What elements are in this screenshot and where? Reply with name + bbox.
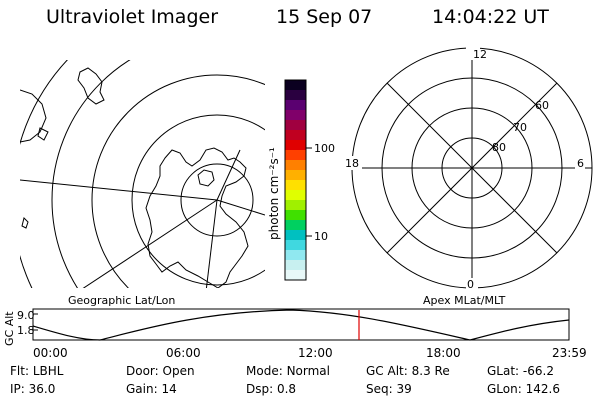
- colorbar-segment: [285, 170, 306, 181]
- coastline: [20, 89, 47, 143]
- mlat-label-70: 70: [513, 121, 527, 134]
- right-panel-caption: Apex MLat/MLT: [423, 294, 506, 307]
- colorbar-segment: [285, 130, 306, 141]
- mlt-label-0: 0: [467, 278, 474, 291]
- mlt-label-18: 18: [345, 157, 359, 170]
- colorbar-unit-label: photon cm⁻²s⁻¹: [267, 147, 281, 240]
- meridian-line: [82, 199, 218, 288]
- time-label: 14:04:22 UT: [432, 6, 549, 28]
- mlat-label-80: 80: [492, 141, 506, 154]
- colorbar-segment: [285, 120, 306, 131]
- info-glat: GLat: -66.2: [487, 364, 554, 378]
- meridian-line: [216, 149, 241, 201]
- colorbar-tick-10: 10: [314, 230, 328, 243]
- colorbar-segment: [285, 110, 306, 121]
- mlat-label-60: 60: [535, 99, 549, 112]
- mlat-mlt-polar-plot: [351, 47, 593, 289]
- colorbar-segment: [285, 240, 306, 251]
- lat-circle: [51, 60, 131, 288]
- colorbar-segment: [285, 140, 306, 151]
- meridian-line: [216, 199, 265, 216]
- colorbar-segment: [285, 160, 306, 171]
- x-tick-label: 23:59: [552, 346, 587, 360]
- info-gain: Gain: 14: [126, 382, 177, 396]
- colorbar-segment: [285, 100, 306, 111]
- coastline: [197, 169, 215, 187]
- instrument-title: Ultraviolet Imager: [46, 6, 219, 28]
- lat-circle: [91, 74, 265, 288]
- info-flt: Flt: LBHL: [10, 364, 64, 378]
- date-label: 15 Sep 07: [276, 6, 373, 28]
- coastline: [37, 127, 49, 141]
- info-dsp: Dsp: 0.8: [246, 382, 297, 396]
- lat-circle: [131, 114, 265, 286]
- colorbar-segment: [285, 80, 306, 91]
- colorbar-segment: [285, 180, 306, 191]
- colorbar-frame: [284, 79, 307, 281]
- colorbar-segment: [285, 250, 306, 261]
- colorbar-segment: [285, 210, 306, 221]
- coastline: [21, 217, 29, 229]
- altitude-curve: [32, 309, 570, 341]
- info-mode: Mode: Normal: [246, 364, 330, 378]
- info-door: Door: Open: [126, 364, 195, 378]
- colorbar: [285, 80, 306, 281]
- colorbar-segment: [285, 270, 306, 281]
- colorbar-segment: [285, 230, 306, 241]
- colorbar-segment: [285, 220, 306, 231]
- coastline: [145, 147, 249, 288]
- left-panel-caption: Geographic Lat/Lon: [68, 294, 175, 307]
- colorbar-segment: [285, 90, 306, 101]
- colorbar-segment: [285, 200, 306, 211]
- info-gc-alt: GC Alt: 8.3 Re: [366, 364, 450, 378]
- info-ip: IP: 36.0: [10, 382, 56, 396]
- altitude-strip-frame: [32, 308, 570, 341]
- x-tick-label: 00:00: [33, 346, 68, 360]
- colorbar-segment: [285, 150, 306, 161]
- x-tick-label: 12:00: [298, 346, 333, 360]
- colorbar-segment: [285, 190, 306, 201]
- colorbar-tick-100: 100: [314, 142, 335, 155]
- mlt-label-12: 12: [473, 48, 487, 61]
- meridian-line: [205, 199, 218, 288]
- lat-circle: [180, 163, 254, 237]
- y-tick-label: 1.8: [17, 324, 35, 337]
- geographic-map: [20, 60, 265, 288]
- y-tick-label: 9.0: [17, 309, 35, 322]
- info-glon: GLon: 142.6: [487, 382, 560, 396]
- x-tick-label: 18:00: [426, 346, 461, 360]
- altitude-ylabel: GC Alt: [3, 311, 16, 346]
- mlt-label-6: 6: [577, 157, 584, 170]
- coastline: [77, 67, 105, 105]
- colorbar-segment: [285, 260, 306, 271]
- meridian-line: [20, 179, 218, 201]
- x-tick-label: 06:00: [166, 346, 201, 360]
- info-seq: Seq: 39: [366, 382, 412, 396]
- mlt-diagonal: [386, 82, 558, 254]
